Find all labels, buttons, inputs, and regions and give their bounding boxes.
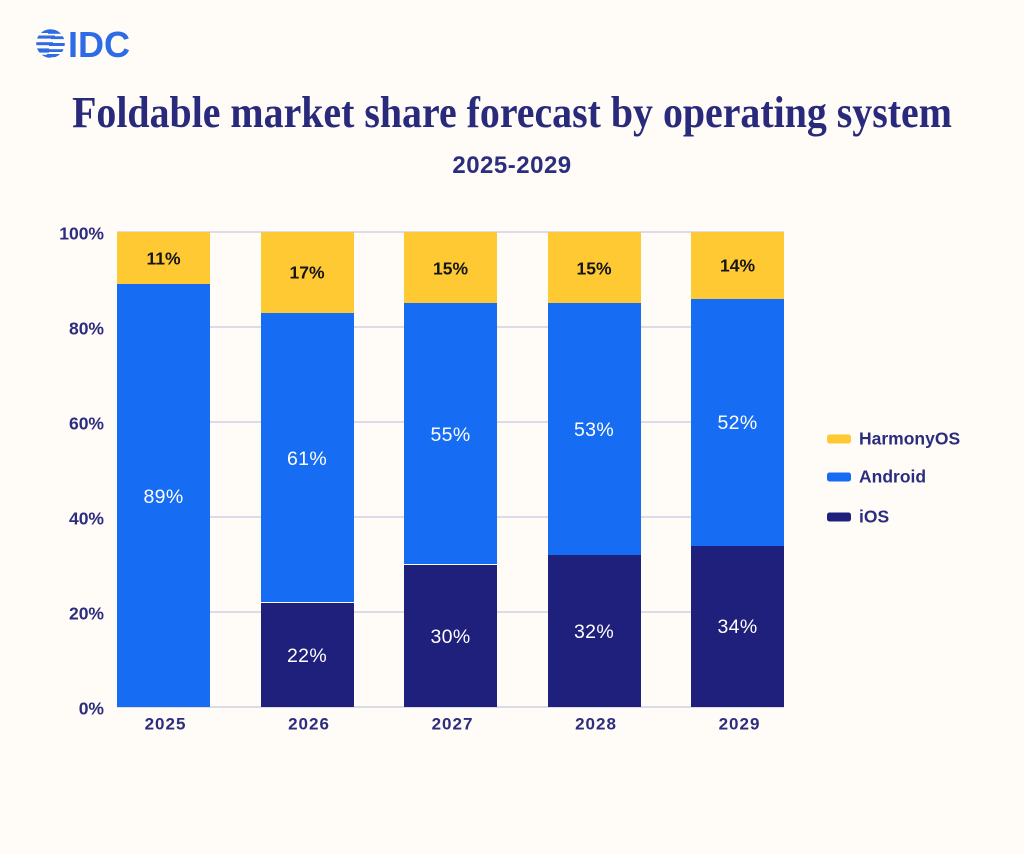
- svg-text:IDC: IDC: [68, 28, 130, 60]
